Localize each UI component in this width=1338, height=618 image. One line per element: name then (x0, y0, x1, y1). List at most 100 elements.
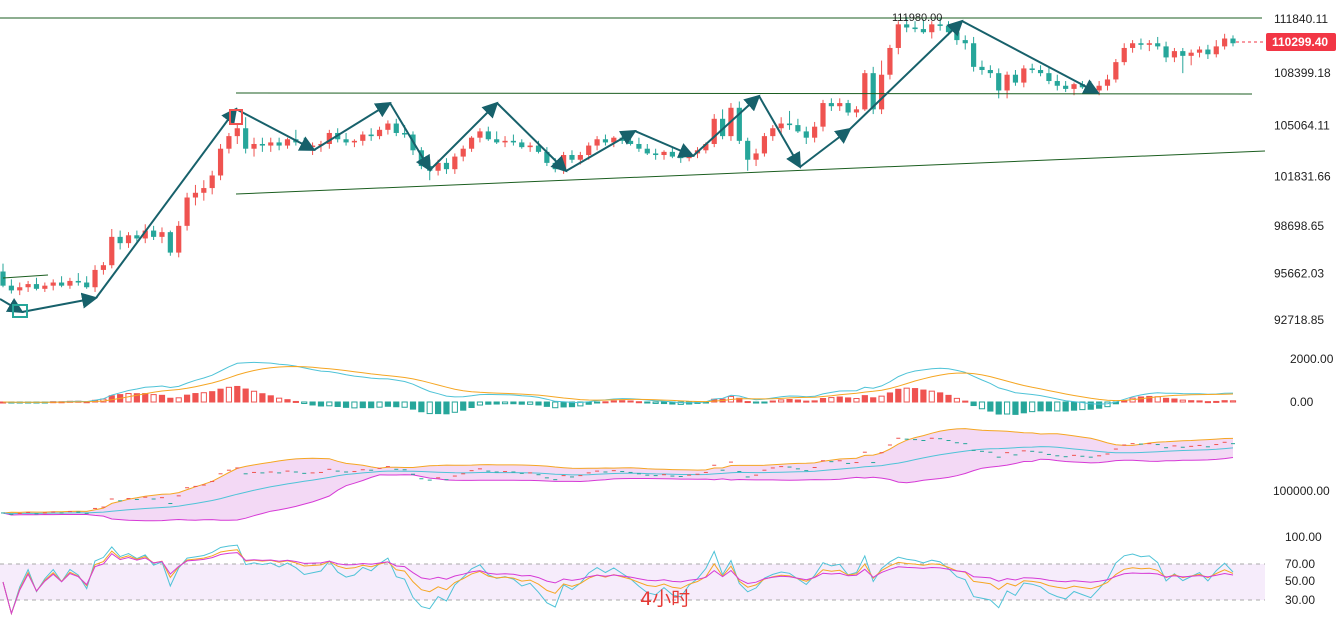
price-tick-label: 95662.03 (1274, 267, 1324, 281)
wave-arrow (849, 19, 964, 130)
candle (184, 192, 190, 231)
wave-arrow (634, 130, 695, 158)
macd-bar (1146, 395, 1153, 403)
macd-bar (426, 401, 433, 415)
candle-body (109, 236, 115, 266)
macd-bar (593, 401, 601, 404)
candle-body (67, 280, 73, 286)
candle (1180, 47, 1186, 74)
candle-body (25, 284, 31, 288)
candle-body (1021, 68, 1027, 83)
candle-body (443, 162, 450, 170)
macd-bar (167, 397, 174, 403)
candle-body (703, 143, 709, 151)
candle-body (736, 107, 742, 141)
candle-body (1004, 74, 1010, 91)
candle-body (586, 145, 592, 156)
candle (326, 129, 332, 149)
candle-body (544, 151, 550, 163)
candle (761, 132, 768, 157)
macd-bar (376, 401, 383, 408)
macd-dea-line (2, 365, 1234, 403)
candle (385, 120, 391, 135)
rsi-panel: 100.00 70.00 50.00 30.00 (0, 530, 1322, 616)
wave-arrow (313, 101, 392, 151)
macd-bar (560, 401, 567, 408)
candle-body (1163, 46, 1169, 58)
candle (25, 280, 31, 292)
candle (1004, 71, 1010, 99)
signal-box (12, 304, 28, 318)
candle (644, 143, 650, 156)
candle-body (820, 103, 826, 127)
candle-body (226, 136, 232, 149)
candle-body (862, 73, 868, 110)
candle-body (385, 123, 391, 130)
candle-body (1046, 73, 1052, 82)
candle-body (75, 280, 81, 283)
macd-bar (610, 400, 617, 403)
candle-body (351, 140, 358, 143)
period-label: 4小时 (640, 588, 690, 610)
candle (1071, 82, 1077, 96)
candle (376, 126, 383, 140)
candle-body (176, 225, 182, 253)
wave-arrow (429, 101, 499, 171)
candle (987, 65, 993, 78)
macd-bar (309, 401, 316, 406)
macd-bar (217, 388, 224, 403)
macd-bar (1087, 401, 1094, 410)
macd-bar (150, 394, 157, 403)
candle (192, 184, 199, 206)
candle (468, 136, 475, 152)
macd-bar (267, 395, 274, 403)
candle (653, 148, 659, 160)
candle-body (786, 123, 793, 126)
price-tick-label: 98698.65 (1274, 219, 1324, 233)
candle (627, 134, 634, 146)
macd-bar (292, 400, 299, 403)
candle-body (192, 192, 199, 198)
macd-bar (911, 388, 919, 403)
candle (753, 148, 759, 167)
candle (351, 139, 358, 148)
candle (234, 123, 240, 144)
candle-body (151, 230, 157, 237)
candle (878, 60, 885, 115)
candle-body (711, 118, 717, 144)
candle (1196, 46, 1203, 58)
macd-bar (836, 396, 843, 403)
wave-arrow (235, 108, 316, 151)
candle (393, 118, 399, 137)
rsi-line (2, 552, 1234, 616)
candle-body (33, 284, 40, 289)
macd-bar (861, 395, 868, 403)
candle (1129, 40, 1136, 53)
macd-bar (1003, 401, 1011, 415)
candle-body (1037, 70, 1044, 74)
candle (1230, 35, 1236, 47)
current-price-tag: 110299.40 (1266, 33, 1336, 51)
macd-bar (644, 401, 651, 404)
macd-bar (368, 401, 375, 409)
candle (845, 99, 851, 116)
candle-body (92, 269, 98, 288)
candle-body (326, 132, 332, 144)
rsi-tick-label: 100.00 (1285, 530, 1322, 544)
candle-body (502, 140, 508, 143)
candle-body (929, 24, 935, 33)
candle-body (468, 137, 475, 149)
candle (803, 126, 809, 144)
wave-arrow (565, 129, 637, 172)
macd-bar (903, 387, 910, 403)
candle-body (594, 139, 600, 146)
candle-body (644, 148, 650, 154)
candle (770, 125, 776, 141)
macd-bar (761, 401, 768, 404)
candle (1054, 74, 1060, 91)
macd-bar (627, 400, 634, 403)
candle-body (1113, 62, 1119, 80)
candle-body (167, 232, 173, 253)
candle-body (284, 139, 291, 146)
candle-body (201, 188, 207, 193)
